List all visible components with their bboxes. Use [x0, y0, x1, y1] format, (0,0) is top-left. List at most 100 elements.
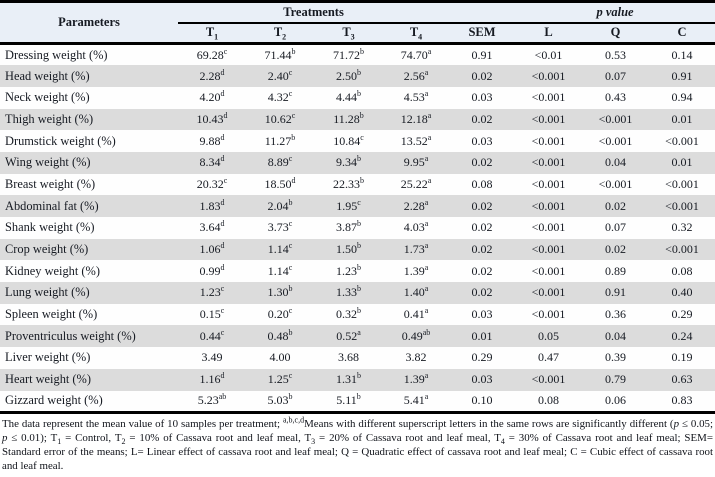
- value-cell: 0.06: [605, 393, 627, 408]
- col-header-c: C: [649, 22, 715, 45]
- value-cell: 0.02: [471, 111, 493, 126]
- value-cell: 0.14: [671, 47, 693, 62]
- value-cell: <0.001: [531, 133, 566, 148]
- table-row: Lung weight (%) 1.23c 1.30b 1.33b 1.40a 0.02 <…: [0, 282, 715, 304]
- value-cell: 0.32: [671, 220, 693, 235]
- value-cell: 0.20c: [267, 306, 293, 322]
- value-cell: 3.73c: [267, 219, 293, 235]
- value-cell: 69.28c: [196, 46, 228, 62]
- col-header-sem: SEM: [449, 22, 516, 45]
- value-cell: <0.001: [665, 133, 699, 148]
- value-cell: 0.24: [671, 328, 693, 343]
- value-cell: 0.49ab: [401, 327, 431, 343]
- table-footnote: The data represent the mean value of 10 …: [2, 415, 713, 473]
- value-cell: 0.15c: [199, 306, 225, 322]
- value-cell: 0.02: [471, 263, 493, 278]
- value-cell: 0.32b: [336, 306, 361, 322]
- value-cell: 9.34b: [336, 154, 361, 170]
- parameter-cell: Spleen weight (%): [5, 307, 98, 322]
- table-row: Proventriculus weight (%) 0.44c 0.48b 0.52a…: [0, 325, 715, 348]
- value-cell: 0.03: [471, 133, 493, 148]
- value-cell: 25.22a: [400, 175, 432, 191]
- value-cell: 10.62c: [264, 110, 296, 126]
- col-header-q: Q: [582, 22, 650, 45]
- value-cell: 0.63: [671, 372, 693, 387]
- value-cell: 0.04: [605, 328, 627, 343]
- table-row: Wing weight (%) 8.34d 8.89c 9.34b 9.95a 0.02 <…: [0, 151, 715, 174]
- table-row: Thigh weight (%) 10.43d 10.62c 11.28b 12.18a…: [0, 108, 715, 131]
- value-cell: 0.19: [671, 350, 693, 365]
- value-cell: 5.23ab: [197, 392, 227, 408]
- value-cell: <0.001: [531, 285, 566, 300]
- value-cell: 1.23b: [336, 262, 361, 278]
- value-cell: <0.001: [665, 176, 699, 191]
- value-cell: 0.29: [471, 350, 493, 365]
- table-row: Liver weight (%) 3.49 4.00 3.68 3.82 0.29 0.47…: [0, 347, 715, 369]
- value-cell: <0.001: [665, 242, 699, 257]
- value-cell: 1.31b: [336, 371, 361, 387]
- table-row: Heart weight (%) 1.16d 1.25c 1.31b 1.39a 0.03…: [0, 368, 715, 391]
- value-cell: <0.001: [531, 263, 566, 278]
- value-cell: <0.001: [531, 198, 566, 213]
- value-cell: 0.89: [605, 263, 627, 278]
- value-cell: 20.32c: [196, 175, 228, 191]
- table-row: Shank weight (%) 3.64d 3.73c 3.87b 4.03a 0.02…: [0, 217, 715, 239]
- value-cell: 0.07: [605, 220, 627, 235]
- value-cell: 0.04: [605, 155, 627, 170]
- value-cell: 71.72b: [333, 46, 364, 62]
- value-cell: 10.43d: [196, 110, 228, 126]
- treatments-group-header: Treatments: [178, 1, 450, 24]
- value-cell: 1.50b: [336, 241, 361, 257]
- value-cell: <0.001: [531, 111, 566, 126]
- col-header-t3: T3: [314, 22, 383, 45]
- value-cell: <0.001: [531, 155, 566, 170]
- value-cell: 11.28b: [333, 110, 364, 126]
- value-cell: 12.18a: [400, 110, 432, 126]
- value-cell: 0.01: [471, 328, 493, 343]
- value-cell: 1.23c: [199, 284, 225, 300]
- value-cell: 1.14c: [267, 241, 293, 257]
- value-cell: 2.40c: [267, 67, 293, 83]
- parameter-cell: Thigh weight (%): [5, 111, 94, 126]
- value-cell: 0.40: [671, 285, 693, 300]
- parameter-cell: Proventriculus weight (%): [5, 328, 136, 343]
- value-cell: 5.41a: [403, 392, 429, 408]
- sem-group-spacer: [449, 1, 516, 24]
- value-cell: <0.001: [531, 242, 566, 257]
- value-cell: 13.52a: [400, 132, 432, 148]
- value-cell: 1.30b: [267, 284, 293, 300]
- parameter-cell: Lung weight (%): [5, 285, 90, 300]
- value-cell: 18.50d: [264, 175, 296, 191]
- value-cell: 0.47: [538, 350, 560, 365]
- value-cell: 0.79: [605, 372, 627, 387]
- value-cell: 3.49: [201, 350, 223, 365]
- table-body: Dressing weight (%) 69.28c 71.44b 71.72b 74.…: [0, 43, 715, 413]
- col-header-l: L: [515, 22, 583, 45]
- value-cell: 0.03: [471, 90, 493, 105]
- parameter-cell: Drumstick weight (%): [5, 133, 116, 148]
- parameter-cell: Wing weight (%): [5, 155, 91, 170]
- value-cell: 0.07: [605, 68, 627, 83]
- value-cell: 5.11b: [336, 392, 361, 408]
- value-cell: 0.03: [471, 372, 493, 387]
- value-cell: 3.87b: [336, 219, 361, 235]
- value-cell: 9.88d: [199, 132, 225, 148]
- parameter-cell: Gizzard weight (%): [5, 393, 103, 408]
- value-cell: <0.001: [598, 111, 633, 126]
- value-cell: 3.68: [338, 350, 359, 365]
- value-cell: 0.02: [471, 198, 493, 213]
- value-cell: 1.95c: [336, 197, 361, 213]
- value-cell: 0.02: [471, 220, 493, 235]
- value-cell: <0.001: [665, 198, 699, 213]
- value-cell: 0.39: [605, 350, 627, 365]
- value-cell: <0.001: [531, 307, 566, 322]
- col-header-t2: T2: [246, 22, 314, 45]
- value-cell: <0.001: [531, 90, 566, 105]
- value-cell: 0.02: [605, 198, 627, 213]
- value-cell: 0.02: [471, 68, 493, 83]
- table-row: Abdominal fat (%) 1.83d 2.04b 1.95c 2.28a 0.0…: [0, 195, 715, 217]
- parameter-cell: Breast weight (%): [5, 176, 96, 191]
- value-cell: 74.70a: [400, 46, 432, 62]
- parameter-cell: Crop weight (%): [5, 242, 89, 257]
- col-header-t4: T4: [383, 22, 450, 45]
